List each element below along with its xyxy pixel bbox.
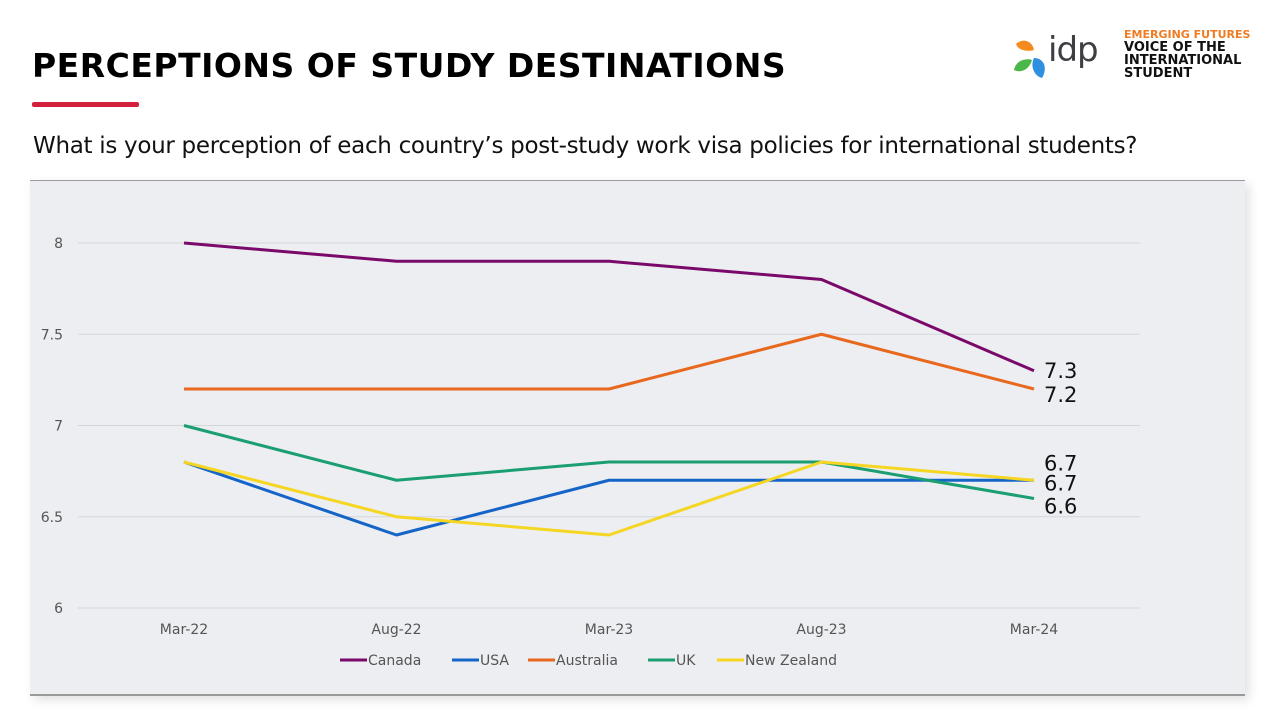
legend-item-australia: Australia	[528, 653, 618, 669]
logo-tagline: EMERGING FUTURES	[1124, 28, 1251, 41]
page-title: PERCEPTIONS OF STUDY DESTINATIONS	[32, 46, 787, 85]
y-tick-label: 7.5	[41, 327, 63, 343]
series-line-uk	[183, 424, 1035, 500]
idp-logo: idp EMERGING FUTURES VOICE OF THE INTERN…	[1014, 28, 1264, 88]
legend-item-uk: UK	[648, 653, 696, 669]
y-axis-ticks: 6 6.5 7 7.5 8	[41, 236, 63, 617]
end-label-canada: 7.3	[1044, 359, 1077, 383]
legend: Canada USA Australia UK New Zealand	[340, 653, 837, 669]
line-chart: 6 6.5 7 7.5 8 Mar-22 Aug-22 Mar-23 Aug-23 Mar-24…	[41, 236, 1140, 669]
series-line-usa	[183, 460, 1034, 537]
x-tick-label: Mar-22	[160, 622, 208, 638]
legend-label: UK	[676, 653, 696, 669]
legend-label: New Zealand	[745, 653, 837, 669]
legend-label: Australia	[556, 653, 618, 669]
logo-line-2: INTERNATIONAL	[1124, 53, 1242, 68]
chart-panel: 6 6.5 7 7.5 8 Mar-22 Aug-22 Mar-23 Aug-23 Mar-24…	[30, 180, 1245, 696]
end-labels: 7.37.26.76.76.6	[1044, 359, 1077, 519]
y-tick-label: 7	[54, 419, 63, 435]
idp-wordmark: idp	[1048, 30, 1099, 70]
legend-item-usa: USA	[452, 653, 509, 669]
y-tick-label: 8	[54, 236, 63, 252]
y-tick-label: 6.5	[41, 510, 63, 526]
x-tick-label: Aug-22	[371, 622, 421, 638]
series-line-canada	[183, 241, 1035, 373]
gridlines	[78, 242, 1140, 609]
x-axis-ticks: Mar-22 Aug-22 Mar-23 Aug-23 Mar-24	[160, 622, 1058, 638]
x-tick-label: Mar-24	[1010, 622, 1058, 638]
legend-item-canada: Canada	[340, 653, 421, 669]
idp-leaf-icon	[1014, 40, 1045, 78]
logo-line-3: STUDENT	[1124, 66, 1193, 81]
x-tick-label: Aug-23	[796, 622, 846, 638]
series-lines	[183, 241, 1035, 537]
logo-line-1: VOICE OF THE	[1124, 40, 1226, 55]
x-tick-label: Mar-23	[585, 622, 633, 638]
logo-text-block: EMERGING FUTURES VOICE OF THE INTERNATIO…	[1124, 28, 1250, 80]
end-label-new-zealand: 6.7	[1044, 451, 1077, 475]
chart-question: What is your perception of each country’…	[33, 133, 1138, 159]
series-line-australia	[184, 332, 1035, 391]
series-line-new-zealand	[183, 460, 1035, 537]
y-tick-label: 6	[54, 601, 63, 617]
end-label-australia: 7.2	[1044, 383, 1077, 407]
legend-label: Canada	[368, 653, 421, 669]
legend-label: USA	[480, 653, 509, 669]
legend-item-new-zealand: New Zealand	[717, 653, 837, 669]
end-label-uk: 6.6	[1044, 495, 1077, 519]
title-accent-bar	[32, 102, 139, 107]
end-label-usa: 6.7	[1044, 471, 1077, 495]
